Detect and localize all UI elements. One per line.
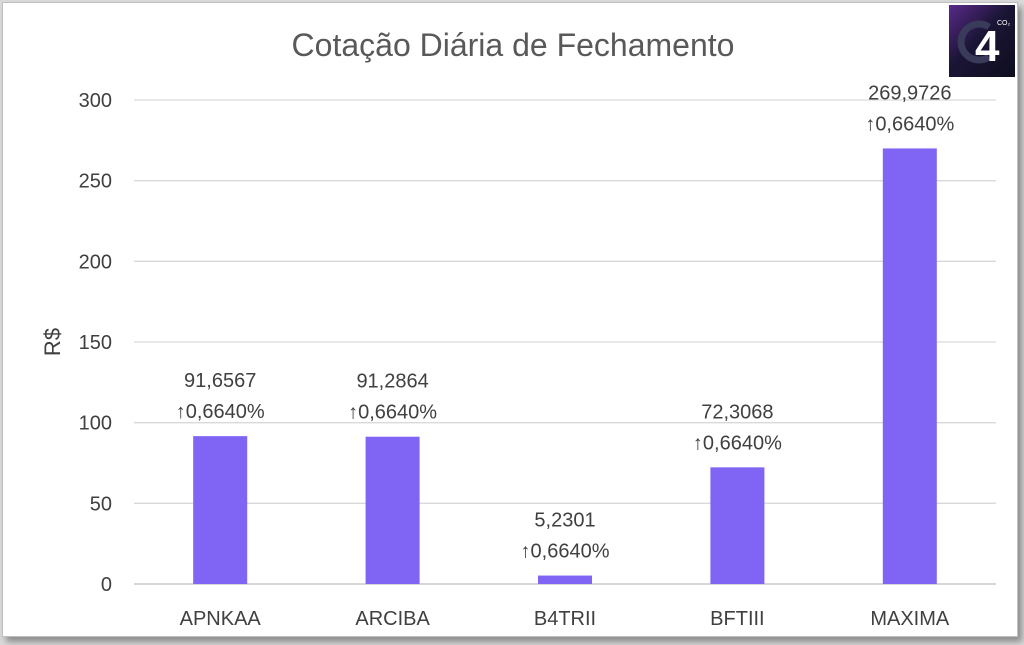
c4-logo-icon: 4 CO₂ (949, 5, 1015, 77)
x-tick-label: MAXIMA (870, 608, 950, 630)
y-tick-label: 300 (79, 90, 112, 112)
bar (193, 436, 248, 584)
y-axis-label: R$ (40, 328, 65, 356)
x-tick-label: BFTIII (710, 608, 764, 630)
bar (365, 436, 420, 584)
bar (710, 467, 765, 584)
y-tick-label: 250 (79, 171, 112, 193)
x-tick-label: ARCIBA (355, 608, 430, 630)
data-label-value: 269,9726 (868, 82, 951, 104)
logo-text: 4 (975, 22, 1000, 71)
data-label-change: ↑0,6640% (521, 541, 610, 563)
data-label-value: 91,2864 (356, 371, 428, 393)
x-tick-label: APNKAA (180, 608, 262, 630)
y-tick-label: 100 (79, 413, 112, 435)
bar-chart: Cotação Diária de Fechamento 0 50 100 150 200… (40, 27, 996, 630)
chart-frame: Cotação Diária de Fechamento 0 50 100 150 200… (2, 2, 1018, 637)
data-label-value: 91,6567 (184, 370, 256, 392)
y-tick-label: 200 (79, 251, 112, 273)
bar (882, 148, 937, 584)
y-tick-label: 150 (79, 332, 112, 354)
data-label-value: 5,2301 (534, 510, 595, 532)
data-label-change: ↑0,6640% (348, 402, 437, 424)
x-tick-label: B4TRII (534, 608, 596, 630)
logo-superscript: CO₂ (997, 20, 1011, 27)
y-tick-label: 0 (101, 574, 112, 596)
data-label-change: ↑0,6640% (865, 113, 954, 135)
data-label-value: 72,3068 (701, 401, 773, 423)
data-label-change: ↑0,6640% (693, 432, 782, 454)
data-label-change: ↑0,6640% (176, 401, 265, 423)
bar (538, 575, 592, 584)
chart-title: Cotação Diária de Fechamento (292, 27, 735, 63)
y-tick-label: 50 (90, 493, 112, 515)
